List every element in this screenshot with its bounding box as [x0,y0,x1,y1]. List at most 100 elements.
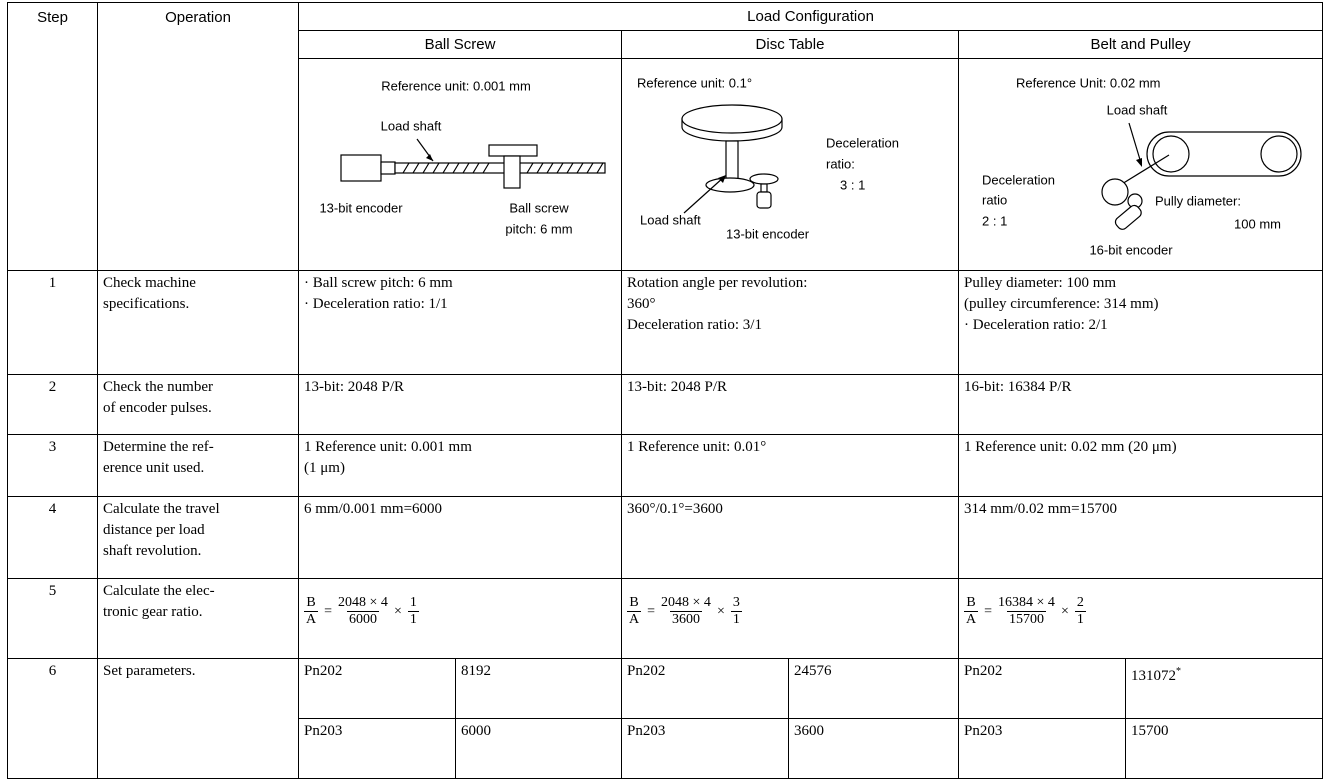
operator: = [984,604,993,619]
numerator: 1 [409,595,417,610]
diagram-label: 3 : 1 [840,177,865,192]
fraction: 2048 × 4 6000 [338,595,388,628]
table-row: 4 Calculate the travel distance per load sh… [7,496,1324,579]
step-cell: 4 [7,496,98,579]
operation-cell: Calculate the travel distance per load sha… [97,496,299,579]
step-cell: 2 [7,374,98,435]
value-cell: Pulley diameter: 100 mm (pulley circumfer… [957,270,1324,375]
diagram-label: Load shaft [640,212,701,227]
parameter-value: 6000 [455,718,622,779]
diagram-label: Load shaft [381,118,442,133]
ball-screw-diagram: Reference unit: 0.001 mm Load shaft 13-b… [319,78,606,236]
column-header: Disc Table [621,30,959,59]
text-line: (pulley circumference: 314 mm) [964,296,1159,312]
fraction: 16384 × 4 15700 [998,595,1055,628]
diagram-label: 13-bit encoder [726,226,810,241]
table-row: 3 Determine the ref-erence unit used. 1 Re… [7,434,1324,497]
text-line: 13-bit: 2048 P/R [627,379,728,395]
numerator: B [306,595,316,610]
numerator: 2048 × 4 [661,595,711,610]
value-cell: 314 mm/0.02 mm=15700 [957,496,1324,579]
coupling [380,161,396,175]
operator: = [647,604,656,619]
diagram-cell: Reference unit: 0.1° Deceleration ratio:… [621,58,959,271]
operation-cell: Determine the ref-erence unit used. [97,434,299,497]
value-cell: 1 Reference unit: 0.001 mm (1 μm) [298,434,622,497]
pinion [749,173,779,185]
value-cell: 6 mm/0.001 mm=6000 [298,496,622,579]
diagram-cell: Reference unit: 0.001 mm Load shaft 13-b… [298,58,622,271]
operator: × [716,604,725,619]
numerator: 2048 × 4 [338,595,388,610]
encoder [1114,204,1142,230]
step-cell: 5 [7,578,98,659]
table-row: 5 Calculate the elec-tronic gear ratio. B A… [7,578,1324,659]
parameter-value-text: 131072 [1131,668,1176,684]
encoder [756,191,772,209]
table-row: 6 Set parameters. Pn202 8192 Pn202 24576 Pn202… [7,658,1324,779]
denominator: A [964,611,979,627]
diagram-label: Deceleration [826,135,899,150]
gear [705,177,755,193]
parameter-value-text: 8192 [461,663,491,679]
formula: B A = 16384 × 4 15700 × 2 1 [964,595,1086,628]
text-line: · Deceleration ratio: 2/1 [964,317,1108,333]
value-cell: · Ball screw pitch: 6 mm · Deceleration r… [298,270,622,375]
text-line: Calculate the travel [103,501,220,517]
text-line: Determine the ref- [103,439,214,455]
text-line: Check machine [103,275,196,291]
table-row: 2 Check the number of encoder pulses. 13-bi… [7,374,1324,435]
value-cell: 16-bit: 16384 P/R [957,374,1324,435]
arrowhead [1136,158,1142,167]
gear [1101,178,1129,206]
shaft [725,140,739,182]
pulley [1260,135,1298,173]
diagram-label: pitch: 6 mm [505,221,572,236]
text-line: Deceleration ratio: 3/1 [627,317,762,333]
value-cell: 1 Reference unit: 0.01° [621,434,959,497]
arrowhead [426,154,433,161]
diagram-label: 13-bit encoder [319,200,403,215]
text-line: 1 Reference unit: 0.01° [627,439,767,455]
footnote-mark: * [1176,666,1181,677]
load-shaft [1116,154,1170,188]
value-cell: 1 Reference unit: 0.02 mm (20 μm) [957,434,1324,497]
parameter-value-text: 15700 [1131,723,1169,739]
operation-cell: Check the number of encoder pulses. [97,374,299,435]
encoder-shaft [760,183,768,193]
table-row: Pn203 6000 Pn203 3600 Pn203 15700 [8,718,1324,779]
denominator: 1 [1074,611,1086,627]
load-configuration-header: Load Configuration [297,2,1324,31]
operation-header: Operation [97,2,299,271]
denominator: 6000 [346,611,379,627]
numerator: B [629,595,639,610]
diagram-label: 2 : 1 [982,213,1007,228]
formula-cell: B A = 2048 × 4 6000 × 1 1 [298,578,622,659]
configuration-table: Step Operation Load Configuration Ball S… [7,2,1324,779]
diagram-label: Pully diameter: [1155,193,1241,208]
step-cell: 3 [7,434,98,497]
text-line: 13-bit: 2048 P/R [304,379,405,395]
numerator: 2 [1076,595,1084,610]
text-line: Calculate the elec- [103,583,215,599]
column-header: Belt and Pulley [957,30,1324,59]
diagram-label: Reference unit: 0.1° [637,75,752,90]
parameter-value-text: 3600 [794,723,824,739]
diagram-label: ratio [982,192,1007,207]
table-row: 1 Check machine specifications. · Ball scre… [7,270,1324,375]
text-line: Rotation angle per revolution: [627,275,808,291]
diagram-label: ratio: [826,156,855,171]
denominator: 1 [730,611,742,627]
value-cell: 360°/0.1°=3600 [621,496,959,579]
diagram-label: Deceleration [982,172,1055,187]
thread [402,162,604,174]
text-line: Check the number [103,379,213,395]
value-cell: 13-bit: 2048 P/R [621,374,959,435]
diagram-label: Load shaft [1107,102,1168,117]
parameter-value: 24576 [788,658,959,719]
